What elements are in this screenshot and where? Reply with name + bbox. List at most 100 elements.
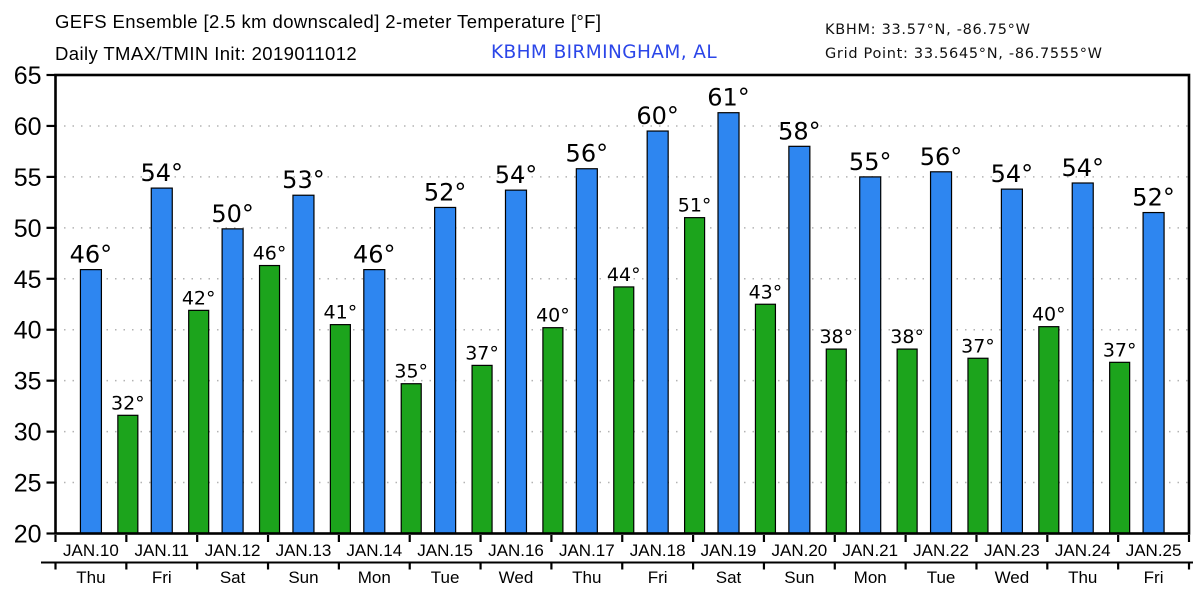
tmax-value-label: 61° [707,84,750,112]
tmax-value-label: 56° [566,140,609,168]
tmax-bar [717,112,740,535]
station-name: KBHM BIRMINGHAM, AL [491,42,718,63]
tmax-bar [292,194,315,535]
weekday-label: Fri [1144,568,1164,587]
tmax-value-label: 54° [495,161,538,189]
tmin-bar [613,286,635,535]
y-axis-label: 30 [14,419,42,447]
y-axis-label: 20 [14,521,42,549]
date-label: JAN.15 [417,541,473,560]
tmax-value-label: 52° [1132,184,1175,212]
tmin-value-label: 37° [961,335,995,357]
weekday-label: Fri [648,568,668,587]
tmin-bar [967,357,989,535]
date-label: JAN.25 [1126,541,1182,560]
chart-title: GEFS Ensemble [2.5 km downscaled] 2-mete… [55,11,602,32]
tmax-value-label: 46° [353,241,396,269]
tmin-value-label: 46° [253,243,287,265]
tmax-bar [1071,182,1094,535]
weekday-label: Sat [220,568,246,587]
date-label: JAN.20 [771,541,827,560]
y-axis-label: 60 [14,113,42,141]
tmax-value-label: 54° [991,160,1034,188]
tmax-bar [363,269,386,535]
date-label: JAN.16 [488,541,544,560]
y-axis-label: 40 [14,317,42,345]
date-label: JAN.14 [346,541,402,560]
weekday-label: Wed [499,568,534,587]
tmax-bar [221,228,244,535]
weekday-label: Thu [572,568,601,587]
tmin-value-label: 40° [536,305,570,327]
tmin-bar [1109,361,1131,535]
tmin-bar [683,217,706,535]
weekday-label: Mon [358,568,391,587]
date-label: JAN.11 [135,541,190,560]
tmin-bar [188,309,210,535]
chart-subtitle: Daily TMAX/TMIN Init: 2019011012 [55,43,358,64]
tmin-value-label: 38° [890,326,924,348]
tmin-bar [329,324,351,535]
tmin-bar [1038,326,1060,535]
tmax-value-label: 55° [849,148,892,176]
tmax-value-label: 60° [636,102,679,130]
tmax-bar [646,130,669,535]
y-axis-label: 45 [14,266,42,294]
grid-point-coordinates: Grid Point: 33.5645°N, -86.7555°W [825,46,1103,62]
tmin-value-label: 41° [324,302,358,324]
y-axis-label: 35 [14,368,42,396]
tmax-value-label: 54° [140,159,183,187]
weekday-label: Fri [152,568,172,587]
tmax-bar [788,145,811,535]
tmin-value-label: 38° [819,326,853,348]
tmax-bar [929,171,953,535]
y-axis-label: 25 [14,470,42,498]
tmin-value-label: 37° [465,342,499,364]
weekday-label: Tue [927,568,956,587]
date-label: JAN.18 [630,541,686,560]
tmin-bar [400,383,422,535]
plot-frame [54,73,1191,535]
tmin-bar [825,348,847,535]
weekday-label: Thu [1068,568,1097,587]
station-coordinates: KBHM: 33.57°N, -86.75°W [825,22,1031,38]
tmax-bar [575,168,598,535]
weekday-label: Sun [784,568,814,587]
tmax-value-label: 52° [424,178,467,206]
weekday-label: Thu [76,568,105,587]
weekday-label: Tue [431,568,460,587]
tmin-value-label: 42° [182,287,216,309]
weekday-label: Sun [288,568,318,587]
tmax-bar [1142,211,1165,535]
weekday-label: Mon [854,568,887,587]
date-label: JAN.17 [559,541,615,560]
tmin-value-label: 40° [1032,304,1066,326]
date-label: JAN.24 [1055,541,1111,560]
tmax-bar [1000,188,1023,535]
tmax-value-label: 50° [211,200,254,228]
tmin-bar [117,414,139,535]
tmin-value-label: 35° [394,361,428,383]
tmax-bar [859,176,882,535]
tmin-value-label: 43° [749,281,783,303]
date-label: JAN.13 [276,541,332,560]
weekday-label: Wed [995,568,1030,587]
tmax-value-label: 58° [778,117,821,145]
date-label: JAN.22 [913,541,969,560]
tmin-value-label: 44° [607,264,641,286]
date-label: JAN.23 [984,541,1040,560]
tmax-bar [79,269,103,535]
y-axis-label: 50 [14,215,42,243]
tmax-bar [434,206,457,535]
date-label: JAN.19 [701,541,757,560]
date-label: JAN.12 [205,541,261,560]
tmin-bar [542,327,564,535]
tmax-value-label: 56° [920,143,963,171]
tmax-value-label: 53° [282,166,325,194]
tmax-value-label: 54° [1061,154,1104,182]
tmin-bar [896,348,918,535]
tmin-value-label: 51° [678,195,712,217]
tmin-value-label: 32° [111,392,145,414]
